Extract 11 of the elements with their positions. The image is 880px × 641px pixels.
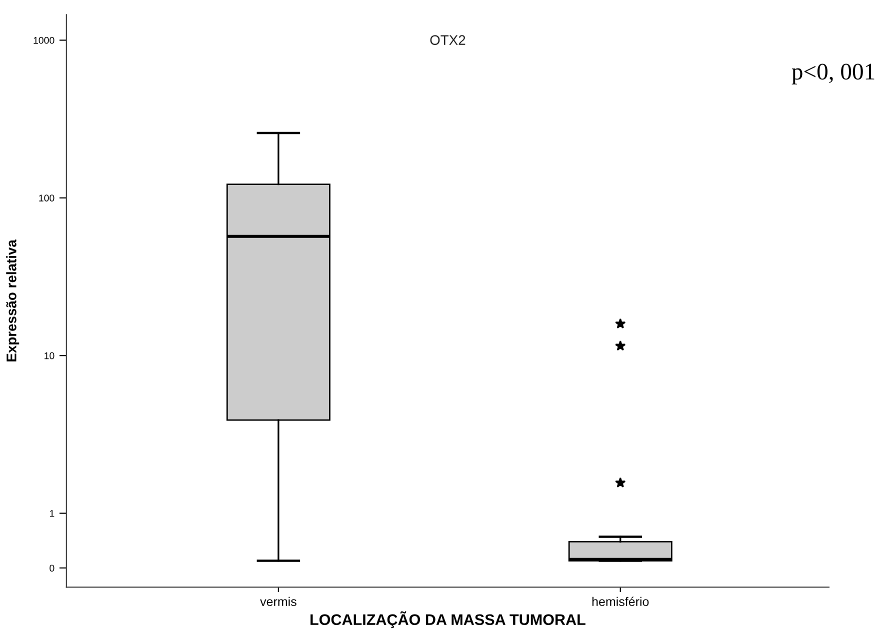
y-tick-label: 100 <box>39 194 54 202</box>
y-axis-title: Expressão relativa <box>6 239 20 362</box>
y-tick-label: 1000 <box>34 36 54 44</box>
y-tick-label: 1 <box>50 510 54 517</box>
text: OTX2 <box>430 35 466 45</box>
x-axis-title: LOCALIZAÇÃO DA MASSA TUMORAL <box>310 611 586 628</box>
annotation: p<0, 001 <box>792 64 874 84</box>
x-tick-label: hemisfério <box>592 596 649 606</box>
x-tick-label: vermis <box>260 596 296 606</box>
y-tick-label: 10 <box>44 352 54 360</box>
y-tick-label: 0 <box>50 564 54 572</box>
